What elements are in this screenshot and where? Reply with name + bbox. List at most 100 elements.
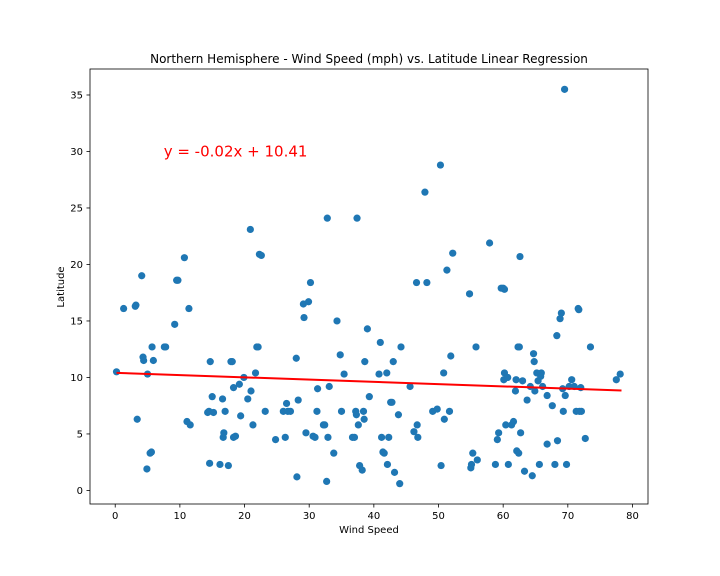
data-point <box>493 435 501 444</box>
data-point <box>251 369 260 377</box>
data-point <box>174 276 182 284</box>
data-point <box>421 188 429 196</box>
data-point <box>575 306 583 314</box>
data-point <box>324 433 332 441</box>
data-point <box>412 278 421 287</box>
data-point <box>229 384 238 392</box>
data-point <box>336 351 344 359</box>
data-point <box>185 304 193 313</box>
data-point <box>120 304 128 313</box>
data-point <box>443 266 451 274</box>
data-point <box>311 433 319 441</box>
data-point <box>518 377 527 385</box>
data-point <box>491 460 500 469</box>
data-point <box>306 278 315 287</box>
data-point <box>410 428 418 436</box>
data-point <box>208 393 216 401</box>
y-axis-title: Latitude <box>56 266 67 307</box>
data-point <box>140 356 148 365</box>
x-axis: 0 10 20 30 40 50 60 70 80 <box>112 504 639 522</box>
data-point <box>294 396 302 404</box>
data-point <box>209 408 218 417</box>
x-tick-label: 60 <box>497 511 510 522</box>
data-point <box>560 85 569 93</box>
x-tick-label: 80 <box>626 511 639 522</box>
data-point <box>231 432 240 440</box>
data-point <box>553 437 562 445</box>
data-point <box>529 350 538 358</box>
data-point <box>132 301 140 309</box>
data-point <box>568 376 576 384</box>
data-point <box>224 461 232 470</box>
data-point <box>465 290 474 298</box>
data-point <box>221 407 229 415</box>
data-point <box>147 448 156 456</box>
data-point <box>469 449 477 457</box>
data-point <box>557 309 565 317</box>
data-point <box>286 407 295 415</box>
data-point <box>389 358 397 366</box>
data-point <box>218 395 227 403</box>
data-point <box>186 421 194 429</box>
data-point <box>247 387 255 395</box>
data-point <box>543 440 551 448</box>
data-point <box>581 434 589 443</box>
data-point <box>148 343 156 351</box>
data-point <box>171 320 179 328</box>
data-point <box>502 421 510 429</box>
data-point <box>354 421 362 429</box>
data-point <box>325 382 333 391</box>
data-point <box>254 343 262 351</box>
x-tick-label: 20 <box>238 511 251 522</box>
data-point <box>302 429 310 437</box>
data-point <box>512 376 520 384</box>
data-point <box>216 460 224 469</box>
data-point <box>394 411 403 419</box>
data-point <box>495 429 503 437</box>
data-point <box>380 449 388 457</box>
data-point <box>133 415 141 423</box>
data-point <box>383 460 392 469</box>
data-point <box>440 369 448 377</box>
data-point <box>504 460 512 469</box>
data-point <box>548 402 556 410</box>
data-point <box>350 433 359 441</box>
x-tick-label: 70 <box>561 511 574 522</box>
data-point <box>162 343 170 351</box>
data-point <box>358 466 366 474</box>
data-point <box>515 449 523 457</box>
data-point <box>282 399 291 408</box>
data-point <box>445 407 454 415</box>
x-tick-label: 40 <box>367 511 380 522</box>
data-point <box>523 396 531 404</box>
data-point <box>353 214 361 222</box>
y-tick-label: 25 <box>70 203 83 214</box>
x-tick-label: 10 <box>174 511 187 522</box>
data-point <box>261 407 269 415</box>
data-point <box>537 369 545 377</box>
data-point <box>556 315 564 323</box>
data-point <box>414 433 422 441</box>
data-point <box>539 382 547 391</box>
plot-area <box>89 68 649 505</box>
data-point <box>467 460 476 469</box>
data-point <box>293 473 301 481</box>
regression-equation: y = -0.02x + 10.41 <box>164 142 308 160</box>
x-tick-label: 0 <box>112 511 118 522</box>
data-point <box>281 433 289 441</box>
data-point <box>383 369 391 377</box>
x-tick-label: 50 <box>432 511 445 522</box>
data-point <box>330 449 338 457</box>
data-point <box>388 398 396 406</box>
y-axis: 0 5 10 15 20 25 30 35 <box>70 90 90 497</box>
data-point <box>515 343 523 351</box>
y-tick-label: 35 <box>70 90 83 101</box>
data-point <box>397 343 405 351</box>
data-point <box>577 407 586 415</box>
data-point <box>257 251 265 260</box>
data-point <box>561 391 569 400</box>
data-point <box>509 417 518 426</box>
data-point <box>511 387 520 395</box>
data-point <box>504 373 512 382</box>
data-point <box>237 412 245 420</box>
